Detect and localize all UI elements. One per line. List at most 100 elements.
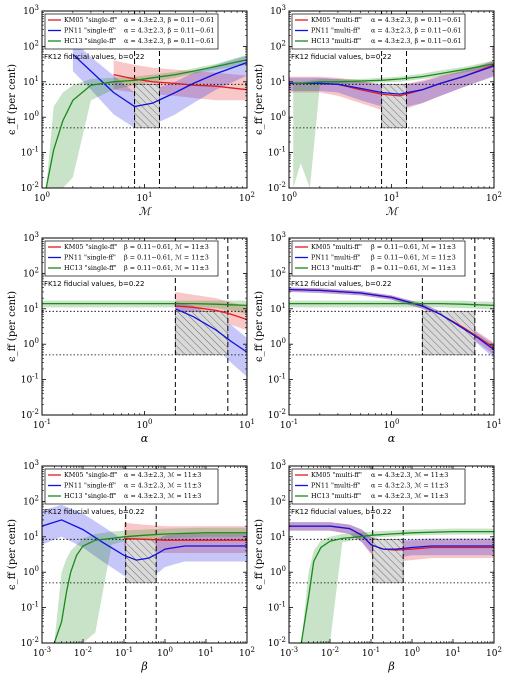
legend-entry-name: HC13 "multi-ff" (311, 37, 361, 45)
x-tick-label: 101 (445, 646, 461, 659)
legend-entry-name: HC13 "single-ff" (64, 264, 117, 272)
series-line-HC13 (293, 63, 494, 85)
y-tick-label: 10-2 (268, 636, 286, 649)
legend-entry-params: β = 0.11−0.61, ℳ = 11±3 (371, 264, 456, 272)
y-tick-label: 103 (270, 231, 286, 244)
legend-entry-name: HC13 "multi-ff" (311, 264, 361, 272)
x-tick-label: 10-3 (280, 646, 298, 659)
legend-entry-name: HC13 "single-ff" (64, 492, 117, 500)
legend-entry-params: α = 4.3±2.3, ℳ = 11±3 (371, 471, 448, 479)
y-axis-label: ϵ_ff (per cent) (254, 291, 265, 362)
legend-entry-name: KM05 "single-ff" (64, 243, 117, 251)
y-tick-label: 100 (23, 337, 39, 350)
legend-box (291, 468, 466, 505)
legend-entry-params: β = 0.11−0.61, ℳ = 11±3 (124, 254, 209, 262)
plot-area (289, 466, 494, 643)
y-axis-label: ϵ_ff (per cent) (254, 519, 265, 590)
y-tick-label: 10-2 (268, 181, 286, 194)
y-tick-label: 10-1 (21, 373, 39, 386)
legend-entry-params: α = 4.3±2.3, ℳ = 11±3 (371, 492, 448, 500)
series-line-PN11 (289, 525, 494, 550)
plot-area (42, 466, 247, 643)
x-tick-label: 100 (34, 191, 50, 204)
legend: KM05 "multi-ff" α = 4.3±2.3, ℳ = 11±3 PN11… (291, 468, 466, 505)
y-axis-label: ϵ_ff (per cent) (7, 64, 18, 135)
legend-entry-name: KM05 "multi-ff" (311, 471, 362, 479)
band-PN11 (289, 522, 494, 559)
panel-p2: 100 101 102 ℳ 10-2 10-1 100 101 102 103 ϵ_ff (per … (254, 4, 502, 218)
panel-p5: 10-3 10-2 10-1 100 101 102β10-210-11001011021… (7, 459, 255, 673)
y-tick-label: 103 (23, 4, 39, 17)
y-tick-label: 10-1 (268, 601, 286, 614)
fiducial-hatch-box (125, 539, 157, 584)
axes-frame (41, 465, 248, 644)
x-tick-label: 101 (239, 418, 255, 431)
axes-frame (288, 465, 495, 644)
x-tick-label: 100 (384, 418, 400, 431)
legend-box (44, 13, 219, 50)
legend-entry-params: α = 4.3±2.3, β = 0.11−0.61 (124, 16, 214, 24)
x-axis-label: α (388, 432, 396, 445)
y-tick-label: 10-1 (21, 601, 39, 614)
x-tick-label: 102 (239, 646, 255, 659)
y-tick-label: 10-2 (268, 408, 286, 421)
panel-p1: 100 101 102 ℳ 10-2 10-1 100 101 102 103 ϵ_ff (per … (7, 4, 255, 218)
legend-entry-name: PN11 "single-ff" (64, 27, 116, 35)
series-line-HC13 (289, 302, 494, 307)
y-tick-label: 101 (270, 75, 286, 88)
legend-entry-params: α = 4.3±2.3, β = 0.11−0.61 (124, 27, 214, 35)
legend-entry-params: α = 4.3±2.3, β = 0.11−0.61 (371, 27, 461, 35)
y-tick-label: 10-2 (21, 408, 39, 421)
x-tick-label: 102 (486, 646, 502, 659)
series-line-PN11 (289, 65, 494, 95)
x-tick-label: 101 (137, 191, 153, 204)
legend-entry-name: KM05 "single-ff" (64, 471, 117, 479)
y-tick-label: 10-1 (268, 146, 286, 159)
series-line-PN11 (289, 288, 494, 351)
series-line-PN11 (72, 53, 247, 108)
y-tick-label: 10-1 (268, 373, 286, 386)
x-tick-label: 10-1 (280, 418, 298, 431)
legend-entry-name: KM05 "single-ff" (64, 16, 117, 24)
y-tick-label: 102 (270, 266, 286, 279)
legend-entry-name: PN11 "single-ff" (64, 482, 116, 490)
y-tick-label: 102 (270, 494, 286, 507)
y-tick-label: 10-1 (21, 146, 39, 159)
legend-box (291, 240, 466, 277)
x-axis-label: β (140, 660, 147, 673)
legend-entry-params: α = 4.3±2.3, ℳ = 11±3 (124, 471, 201, 479)
y-tick-label: 100 (270, 337, 286, 350)
legend-entry-params: β = 0.11−0.61, ℳ = 11±3 (371, 254, 456, 262)
band-HC13 (301, 528, 494, 643)
series-line-HC13 (42, 302, 247, 307)
legend-entry-name: PN11 "multi-ff" (311, 27, 361, 35)
legend-entry-name: HC13 "single-ff" (64, 37, 117, 45)
y-tick-label: 103 (23, 459, 39, 472)
legend: KM05 "multi-ff" α = 4.3±2.3, β = 0.11−0.6… (291, 13, 466, 50)
x-tick-label: 102 (486, 191, 502, 204)
x-axis-label: ℳ (386, 205, 400, 218)
legend: KM05 "single-ff" α = 4.3±2.3, ℳ = 11±3 PN1… (44, 468, 219, 505)
legend-entry-name: KM05 "multi-ff" (311, 16, 362, 24)
y-tick-label: 101 (23, 530, 39, 543)
series-line-PN11 (42, 519, 247, 561)
y-tick-label: 10-2 (21, 181, 39, 194)
series-line-HC13 (53, 532, 247, 643)
fiducial-hatch-box (422, 311, 476, 356)
legend-entry-params: α = 4.3±2.3, β = 0.11−0.61 (124, 37, 214, 45)
series-line-HC13 (45, 59, 247, 188)
y-tick-label: 10-2 (21, 636, 39, 649)
legend-entry-params: α = 4.3±2.3, ℳ = 11±3 (371, 482, 448, 490)
plot-area (42, 238, 247, 415)
legend-entry-name: PN11 "single-ff" (64, 254, 116, 262)
x-axis-label: α (141, 432, 149, 445)
legend-box (44, 468, 219, 505)
fiducial-note: FK12 fiducial values, b=0.22 (44, 508, 144, 516)
x-axis-label: β (387, 660, 394, 673)
y-tick-label: 101 (23, 75, 39, 88)
legend: KM05 "single-ff" β = 0.11−0.61, ℳ = 11±3 P… (44, 240, 219, 277)
x-tick-label: 10-3 (33, 646, 51, 659)
band-HC13 (289, 300, 494, 310)
